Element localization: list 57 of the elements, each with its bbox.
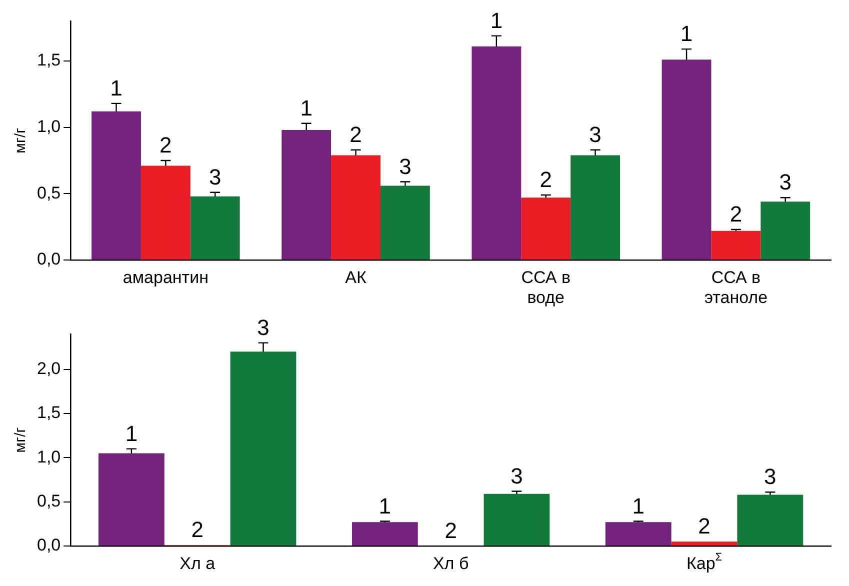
- y-tick-label: 1,0: [36, 447, 61, 466]
- y-tick-label: 0,0: [36, 536, 61, 555]
- bar: [92, 111, 141, 260]
- bar: [472, 46, 522, 260]
- text: 1: [490, 8, 503, 33]
- bar: [605, 522, 672, 546]
- y-tick-label: 0,5: [36, 492, 61, 511]
- bar: [662, 60, 712, 260]
- y-tick-label: 1,5: [36, 403, 61, 422]
- bar: [98, 453, 164, 546]
- y-tick-label: 0,0: [36, 250, 61, 269]
- x-tick-label: ССА в этаноле: [704, 268, 768, 308]
- bar: [521, 198, 571, 260]
- text: 3: [257, 314, 270, 340]
- bar: [484, 494, 550, 546]
- bar: [671, 542, 738, 546]
- series-label: 3: [779, 170, 792, 195]
- text: 2: [444, 518, 457, 544]
- series-label: 1: [378, 493, 392, 518]
- x-tick-label: АК: [345, 268, 366, 288]
- series-label: 3: [764, 464, 776, 490]
- bar: [352, 522, 418, 546]
- x-tick-label: Хл б: [432, 554, 469, 574]
- y-axis-title: мг/г: [12, 426, 30, 453]
- bar: [380, 186, 430, 260]
- text: 2: [350, 122, 362, 147]
- text: 3: [510, 463, 523, 488]
- series-label: 2: [191, 517, 204, 542]
- y-tick-label: 0,5: [36, 183, 61, 202]
- text: 2: [540, 167, 552, 192]
- bar: [760, 202, 810, 260]
- x-tick-label: ССА в воде: [521, 268, 571, 308]
- series-label: 1: [300, 95, 312, 120]
- bar: [140, 166, 190, 260]
- text: 3: [208, 164, 222, 190]
- bar: [570, 155, 620, 260]
- y-tick-label: 1,5: [36, 50, 61, 70]
- y-axis-title: мг/г: [12, 127, 30, 154]
- x-tick-label: Хл a: [180, 554, 216, 574]
- text: 2: [160, 132, 172, 158]
- bar: [282, 130, 332, 260]
- y-tick-label: 1,0: [36, 117, 61, 136]
- text: 3: [399, 154, 412, 179]
- text: 3: [589, 122, 602, 147]
- bar: [331, 155, 380, 260]
- bar: [190, 196, 240, 260]
- bar: [711, 230, 761, 260]
- text: 1: [680, 21, 693, 46]
- text: 2: [698, 514, 710, 539]
- text: 1: [125, 420, 138, 446]
- text: 1: [632, 493, 644, 518]
- series-label: 2: [730, 202, 742, 227]
- bar: [737, 494, 804, 546]
- y-tick-label: 2,0: [36, 359, 61, 378]
- x-tick-label: амарантин: [122, 268, 208, 288]
- text: 1: [110, 76, 122, 101]
- bar: [230, 352, 296, 546]
